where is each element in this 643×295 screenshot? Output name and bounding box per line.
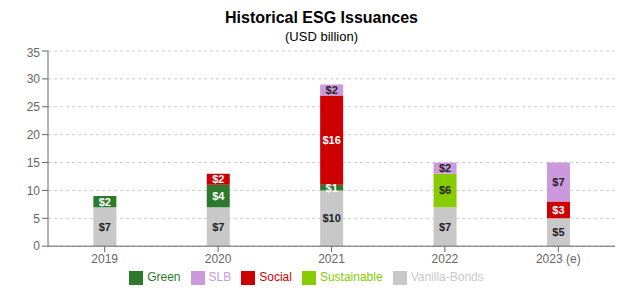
html-text:SLB: SLB: [208, 270, 232, 285]
html-text:Vanilla-Bonds: Vanilla-Bonds: [410, 270, 484, 285]
svg-text:$7: $7: [439, 221, 451, 233]
svg-text:2019: 2019: [91, 252, 118, 266]
svg-text:$3: $3: [552, 204, 564, 216]
svg-text:15: 15: [27, 156, 41, 170]
svg-text:$10: $10: [322, 212, 340, 224]
svg-text:5: 5: [33, 212, 40, 226]
html-text:Green: Green: [147, 270, 181, 285]
svg-text:$16: $16: [322, 134, 340, 146]
svg-text:2023 (e): 2023 (e): [536, 252, 581, 266]
svg-text:$6: $6: [439, 184, 451, 196]
svg-text:30: 30: [27, 72, 41, 86]
svg-text:$2: $2: [439, 162, 451, 174]
svg-text:$1: $1: [326, 182, 338, 194]
html-text:Sustainable: Sustainable: [319, 270, 383, 285]
svg-text:2020: 2020: [205, 252, 232, 266]
html-text:Historical ESG Issuances: Historical ESG Issuances: [225, 9, 418, 26]
svg-text:35: 35: [27, 46, 41, 60]
svg-text:$2: $2: [212, 173, 224, 185]
svg-text:$2: $2: [99, 196, 111, 208]
svg-text:10: 10: [27, 184, 41, 198]
svg-text:$7: $7: [552, 176, 564, 188]
svg-text:2021: 2021: [318, 252, 345, 266]
svg-text:25: 25: [27, 100, 41, 114]
html-text:Social: Social: [259, 270, 292, 285]
svg-text:2022: 2022: [432, 252, 459, 266]
svg-text:20: 20: [27, 128, 41, 142]
html-text:(USD billion): (USD billion): [285, 29, 358, 44]
svg-text:0: 0: [33, 239, 40, 253]
svg-text:$2: $2: [326, 84, 338, 96]
svg-text:$4: $4: [212, 190, 225, 202]
svg-text:$5: $5: [552, 226, 564, 238]
svg-text:$7: $7: [99, 221, 111, 233]
svg-text:$7: $7: [212, 221, 224, 233]
